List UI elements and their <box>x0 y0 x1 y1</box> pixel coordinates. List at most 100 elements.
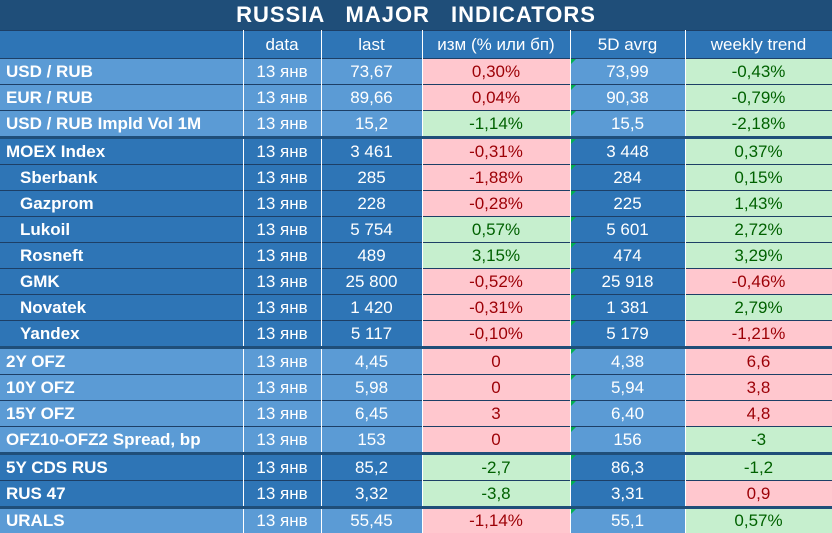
row-5d-avg: 474 <box>570 243 685 269</box>
row-change: 0,30% <box>422 59 570 85</box>
row-date: 13 янв <box>243 454 321 481</box>
row-label: 2Y OFZ <box>0 348 243 375</box>
row-5d-avg: 5 179 <box>570 321 685 348</box>
row-weekly-trend: -3 <box>685 427 832 454</box>
row-last-value: 153 <box>321 427 422 454</box>
row-date: 13 янв <box>243 111 321 138</box>
row-last-value: 489 <box>321 243 422 269</box>
row-date: 13 янв <box>243 348 321 375</box>
row-change: -0,52% <box>422 269 570 295</box>
row-change: 0,57% <box>422 217 570 243</box>
row-date: 13 янв <box>243 138 321 165</box>
row-last-value: 3 461 <box>321 138 422 165</box>
row-change: 0 <box>422 427 570 454</box>
row-5d-avg: 55,1 <box>570 508 685 533</box>
row-weekly-trend: 1,43% <box>685 191 832 217</box>
row-label: USD / RUB Impld Vol 1M <box>0 111 243 138</box>
row-5d-avg: 73,99 <box>570 59 685 85</box>
row-weekly-trend: -2,18% <box>685 111 832 138</box>
column-header-label <box>0 31 243 59</box>
row-last-value: 6,45 <box>321 401 422 427</box>
row-date: 13 янв <box>243 508 321 533</box>
row-change: -2,7 <box>422 454 570 481</box>
row-label: Lukoil <box>0 217 243 243</box>
row-date: 13 янв <box>243 59 321 85</box>
row-last-value: 5 117 <box>321 321 422 348</box>
row-date: 13 янв <box>243 295 321 321</box>
row-last-value: 25 800 <box>321 269 422 295</box>
row-weekly-trend: 0,57% <box>685 508 832 533</box>
row-change: 0 <box>422 375 570 401</box>
row-label: EUR / RUB <box>0 85 243 111</box>
row-label: Sberbank <box>0 165 243 191</box>
row-label: 10Y OFZ <box>0 375 243 401</box>
row-change: -0,10% <box>422 321 570 348</box>
row-last-value: 1 420 <box>321 295 422 321</box>
indicators-table: data last изм (% или бп) 5D avrg weekly … <box>0 30 832 533</box>
row-label: USD / RUB <box>0 59 243 85</box>
column-header-avg: 5D avrg <box>570 31 685 59</box>
row-weekly-trend: 6,6 <box>685 348 832 375</box>
row-5d-avg: 3,31 <box>570 481 685 508</box>
row-weekly-trend: 0,9 <box>685 481 832 508</box>
row-change: -1,88% <box>422 165 570 191</box>
row-label: URALS <box>0 508 243 533</box>
row-label: OFZ10-OFZ2 Spread, bp <box>0 427 243 454</box>
row-5d-avg: 15,5 <box>570 111 685 138</box>
row-weekly-trend: -0,79% <box>685 85 832 111</box>
column-header-change: изм (% или бп) <box>422 31 570 59</box>
row-date: 13 янв <box>243 401 321 427</box>
row-change: -0,31% <box>422 138 570 165</box>
row-label: 15Y OFZ <box>0 401 243 427</box>
row-date: 13 янв <box>243 321 321 348</box>
row-change: -1,14% <box>422 111 570 138</box>
row-5d-avg: 90,38 <box>570 85 685 111</box>
row-5d-avg: 156 <box>570 427 685 454</box>
row-5d-avg: 4,38 <box>570 348 685 375</box>
row-weekly-trend: 0,37% <box>685 138 832 165</box>
row-last-value: 73,67 <box>321 59 422 85</box>
row-weekly-trend: 2,72% <box>685 217 832 243</box>
row-change: -0,31% <box>422 295 570 321</box>
row-last-value: 228 <box>321 191 422 217</box>
row-date: 13 янв <box>243 191 321 217</box>
column-header-last: last <box>321 31 422 59</box>
row-weekly-trend: -1,2 <box>685 454 832 481</box>
row-weekly-trend: -1,21% <box>685 321 832 348</box>
row-5d-avg: 1 381 <box>570 295 685 321</box>
column-header-trend: weekly trend <box>685 31 832 59</box>
header-row: data last изм (% или бп) 5D avrg weekly … <box>0 31 832 59</box>
row-weekly-trend: -0,46% <box>685 269 832 295</box>
row-date: 13 янв <box>243 269 321 295</box>
row-date: 13 янв <box>243 375 321 401</box>
row-change: -3,8 <box>422 481 570 508</box>
row-change: 3,15% <box>422 243 570 269</box>
row-last-value: 3,32 <box>321 481 422 508</box>
row-last-value: 285 <box>321 165 422 191</box>
row-date: 13 янв <box>243 243 321 269</box>
row-last-value: 4,45 <box>321 348 422 375</box>
row-change: 3 <box>422 401 570 427</box>
row-weekly-trend: -0,43% <box>685 59 832 85</box>
row-date: 13 янв <box>243 85 321 111</box>
row-label: GMK <box>0 269 243 295</box>
row-last-value: 89,66 <box>321 85 422 111</box>
row-5d-avg: 5 601 <box>570 217 685 243</box>
row-label: Yandex <box>0 321 243 348</box>
row-label: RUS 47 <box>0 481 243 508</box>
column-header-date: data <box>243 31 321 59</box>
row-weekly-trend: 4,8 <box>685 401 832 427</box>
